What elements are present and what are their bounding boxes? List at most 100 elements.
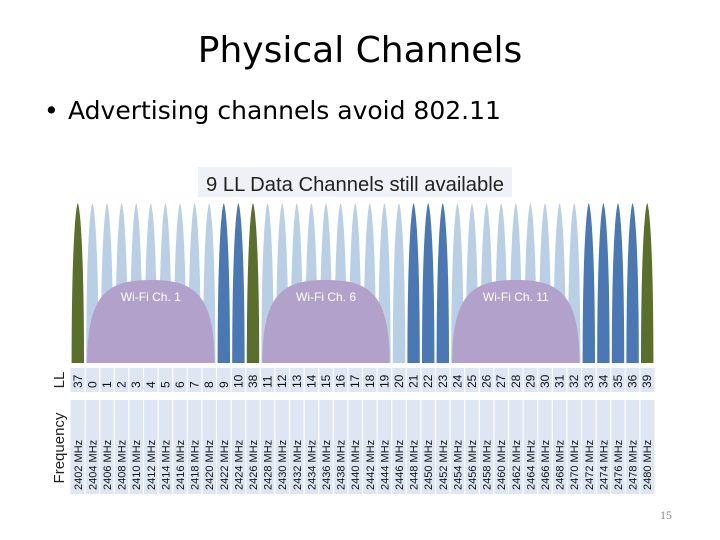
ll-channel-number: 1 [100, 381, 114, 388]
ll-channel-number: 20 [392, 374, 406, 388]
channel-frequency: 2426 MHz [248, 440, 260, 490]
ll-channel-number: 14 [304, 374, 318, 388]
ll-channel-number: 19 [377, 374, 391, 388]
channel-frequency: 2454 MHz [452, 440, 464, 490]
frequency-row-label: Frequency [51, 412, 68, 483]
channel-bar-34 [597, 203, 610, 363]
channel-frequency: 2470 MHz [569, 440, 581, 490]
ll-channel-number: 4 [144, 381, 158, 388]
channel-frequency: 2446 MHz [394, 440, 406, 490]
slide-title: Physical Channels [197, 30, 523, 71]
ll-channel-number: 16 [334, 374, 348, 388]
channel-frequency: 2456 MHz [467, 440, 479, 490]
ll-channel-number: 15 [319, 374, 333, 388]
ll-channel-number: 17 [348, 374, 362, 388]
ll-channel-number: 33 [582, 374, 596, 388]
ll-channel-number: 6 [173, 381, 187, 388]
ll-channel-number: 23 [436, 374, 450, 388]
ll-channel-number: 36 [626, 374, 640, 388]
channel-frequency: 2468 MHz [555, 440, 567, 490]
channel-frequency: 2422 MHz [219, 440, 231, 490]
ll-channel-number: 5 [158, 381, 172, 388]
bullet-item: • Advertising channels avoid 802.11 [44, 96, 501, 125]
channel-frequency: 2432 MHz [292, 440, 304, 490]
channel-frequency: 2412 MHz [146, 440, 158, 490]
ll-channel-number: 9 [217, 381, 231, 388]
channel-bar-36 [626, 203, 639, 363]
channel-frequency: 2476 MHz [613, 440, 625, 490]
channel-frequency: 2474 MHz [598, 440, 610, 490]
ll-channel-number: 8 [202, 381, 216, 388]
ll-channel-number: 27 [494, 374, 508, 388]
ll-channel-number: 10 [231, 374, 245, 388]
channel-frequency: 2450 MHz [423, 440, 435, 490]
channel-frequency: 2438 MHz [336, 440, 348, 490]
ll-channel-number: 7 [188, 381, 202, 388]
bullet-text: Advertising channels avoid 802.11 [68, 96, 501, 125]
channel-bar-9 [217, 203, 230, 363]
channel-bar-35 [611, 203, 625, 363]
channel-frequency: 2458 MHz [482, 440, 494, 490]
ll-channel-number: 26 [480, 374, 494, 388]
channel-frequency: 2418 MHz [190, 440, 202, 490]
channel-bar-38 [246, 203, 260, 363]
channel-frequency: 2404 MHz [87, 440, 99, 490]
channel-frequency: 2414 MHz [160, 440, 172, 490]
channel-frequency: 2402 MHz [73, 440, 85, 490]
ll-channel-number: 39 [640, 374, 654, 388]
ll-channel-number: 24 [450, 374, 464, 388]
channel-frequency: 2480 MHz [642, 440, 654, 490]
diagram-banner-bg [198, 167, 512, 197]
channel-bar-39 [641, 203, 654, 363]
channel-frequency: 2444 MHz [379, 440, 391, 490]
ll-channel-number: 37 [71, 374, 85, 388]
ll-channel-number: 0 [85, 381, 99, 388]
diagram-banner: 9 LL Data Channels still available [206, 174, 504, 196]
ll-channel-number: 35 [611, 374, 625, 388]
wifi-channel-3 [452, 280, 580, 363]
ll-channel-number: 21 [407, 374, 421, 388]
channel-frequency: 2440 MHz [350, 440, 362, 490]
ll-channel-number: 11 [261, 375, 275, 388]
channel-frequency: 2436 MHz [321, 440, 333, 490]
ll-channel-number: 29 [523, 374, 537, 388]
channel-frequency: 2466 MHz [540, 440, 552, 490]
wifi-channel-1 [87, 280, 215, 363]
ll-channel-number: 38 [246, 374, 260, 388]
channel-frequency: 2406 MHz [102, 440, 114, 490]
wifi-channel-label: Wi-Fi Ch. 1 [121, 290, 181, 304]
ll-channel-number: 13 [290, 374, 304, 388]
ll-channel-number: 2 [115, 381, 129, 388]
ll-channel-number: 18 [363, 374, 377, 388]
channel-bar-37 [71, 203, 84, 363]
channel-frequency: 2434 MHz [306, 440, 318, 490]
channel-frequency: 2448 MHz [409, 440, 421, 490]
ll-channel-number: 22 [421, 374, 435, 388]
channel-frequency: 2462 MHz [511, 440, 523, 490]
wifi-channels: Wi-Fi Ch. 1 Wi-Fi Ch. 6 Wi-Fi Ch. 11 [87, 280, 580, 363]
channel-frequency: 2408 MHz [117, 440, 129, 490]
channel-frequency: 2420 MHz [204, 440, 216, 490]
channel-frequency: 2452 MHz [438, 440, 450, 490]
ll-row-label: LL [51, 372, 68, 389]
wifi-channel-label: Wi-Fi Ch. 6 [296, 290, 356, 304]
ll-channel-number: 31 [553, 374, 567, 388]
ll-channel-number: 32 [567, 374, 581, 388]
channel-bar-10 [232, 203, 245, 363]
wifi-channel-2 [262, 280, 390, 363]
channel-frequency: 2424 MHz [233, 440, 245, 490]
ll-channel-number: 3 [129, 381, 143, 388]
bullet-dot: • [44, 96, 59, 125]
channel-frequency: 2416 MHz [175, 440, 187, 490]
channel-frequency: 2428 MHz [263, 440, 275, 490]
ll-channel-number: 30 [538, 374, 552, 388]
slide-number: 15 [660, 508, 672, 522]
ll-channel-number: 12 [275, 374, 289, 388]
channel-frequency: 2478 MHz [628, 440, 640, 490]
channel-frequency: 2464 MHz [525, 440, 537, 490]
ll-channel-number: 25 [465, 374, 479, 388]
channel-bar-21 [407, 203, 420, 363]
channel-frequency: 2410 MHz [131, 440, 143, 490]
channel-frequency: 2442 MHz [365, 440, 377, 490]
